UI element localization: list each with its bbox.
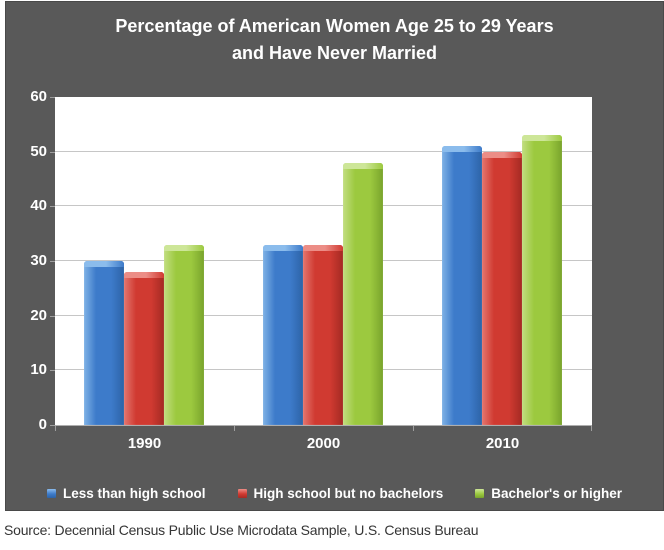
y-tick-mark: [50, 425, 55, 426]
y-axis-label-60: 60: [30, 88, 47, 105]
y-tick-mark: [50, 370, 55, 371]
y-axis-label-40: 40: [30, 197, 47, 215]
legend-marker-high-school-but-no-bachelors: [237, 489, 247, 498]
legend-marker-bachelor-s-or-higher: [475, 489, 485, 498]
bar-2000-bachelor-s-or-higher: [343, 163, 383, 425]
bar-1990-high-school-but-no-bachelors: [124, 272, 164, 425]
x-axis-label-2000: 2000: [306, 435, 341, 452]
bar-2000-high-school-but-no-bachelors: [303, 245, 343, 425]
gridline-40: [55, 205, 592, 207]
legend-item-less-than-high-school: Less than high school: [46, 486, 206, 501]
x-tick-mark: [413, 426, 414, 431]
chart-title-line-1: Percentage of American Women Age 25 to 2…: [115, 16, 554, 36]
y-tick-mark: [50, 316, 55, 317]
y-tick-mark: [50, 152, 55, 153]
x-axis-label-1990: 1990: [127, 435, 162, 452]
legend-item-high-school-but-no-bachelors: High school but no bachelors: [237, 486, 444, 501]
chart-title: Percentage of American Women Age 25 to 2…: [6, 13, 663, 67]
chart-title-line-2: and Have Never Married: [231, 43, 438, 63]
legend-item-bachelor-s-or-higher: Bachelor's or higher: [475, 486, 622, 501]
plot-area: [55, 97, 592, 426]
legend: Less than high school High school but no …: [6, 486, 663, 501]
bar-2010-less-than-high-school: [442, 146, 482, 425]
y-axis-label-10: 10: [30, 361, 47, 379]
y-tick-mark: [50, 261, 55, 262]
source-note: Source: Decennial Census Public Use Micr…: [4, 522, 479, 538]
bar-1990-less-than-high-school: [84, 261, 124, 425]
bar-2010-bachelor-s-or-higher: [522, 135, 562, 425]
legend-label-bachelor-s-or-higher: Bachelor's or higher: [491, 486, 623, 501]
y-tick-mark: [50, 97, 55, 98]
y-axis-label-20: 20: [30, 306, 47, 324]
x-axis-label-2010: 2010: [485, 435, 520, 452]
bar-2010-high-school-but-no-bachelors: [482, 152, 522, 425]
legend-label-less-than-high-school: Less than high school: [62, 486, 206, 501]
legend-label-high-school-but-no-bachelors: High school but no bachelors: [253, 486, 444, 501]
bar-2000-less-than-high-school: [263, 245, 303, 425]
y-axis-label-30: 30: [30, 252, 47, 269]
x-tick-mark: [55, 426, 56, 431]
x-tick-mark: [591, 426, 592, 431]
y-axis-label-0: 0: [38, 416, 47, 433]
y-tick-mark: [50, 206, 55, 207]
legend-marker-less-than-high-school: [46, 489, 56, 498]
gridline-50: [55, 150, 592, 152]
bar-1990-bachelor-s-or-higher: [164, 245, 204, 425]
y-axis-label-50: 50: [30, 142, 47, 160]
x-tick-mark: [234, 426, 235, 431]
chart-panel: Percentage of American Women Age 25 to 2…: [5, 1, 664, 511]
